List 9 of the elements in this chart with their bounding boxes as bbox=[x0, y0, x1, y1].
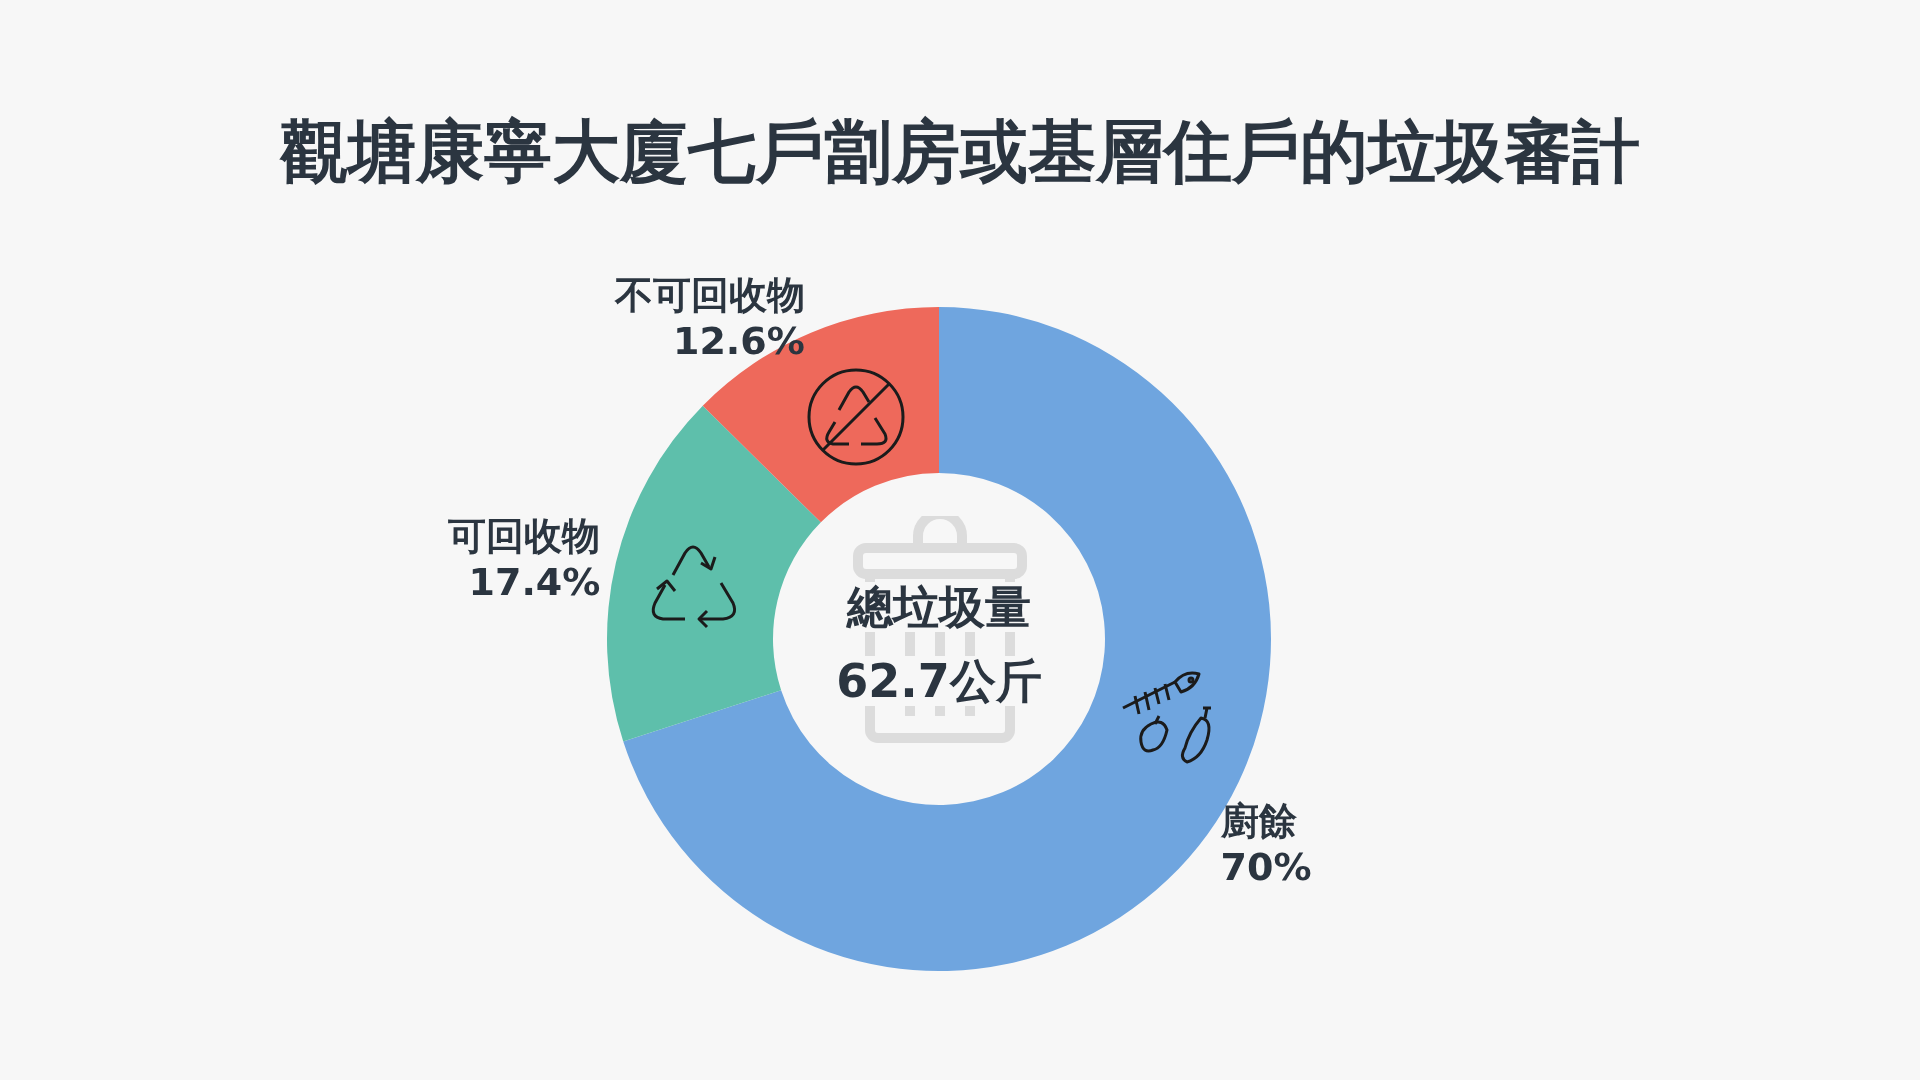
text: 總垃圾量 bbox=[845, 580, 1031, 634]
slice-label: 廚餘 bbox=[1219, 798, 1298, 843]
slice-label: 不可回收物 bbox=[613, 272, 805, 317]
chart-title: 觀塘康寧大廈七戶劏房或基層住戶的垃圾審計 bbox=[279, 111, 1640, 191]
data-label: 70% bbox=[1220, 844, 1312, 889]
text: 62.7公斤 bbox=[836, 654, 1042, 708]
data-label: 17.4% bbox=[468, 559, 601, 604]
data-label: 12.6% bbox=[672, 318, 805, 363]
slice-label: 可回收物 bbox=[448, 513, 601, 558]
